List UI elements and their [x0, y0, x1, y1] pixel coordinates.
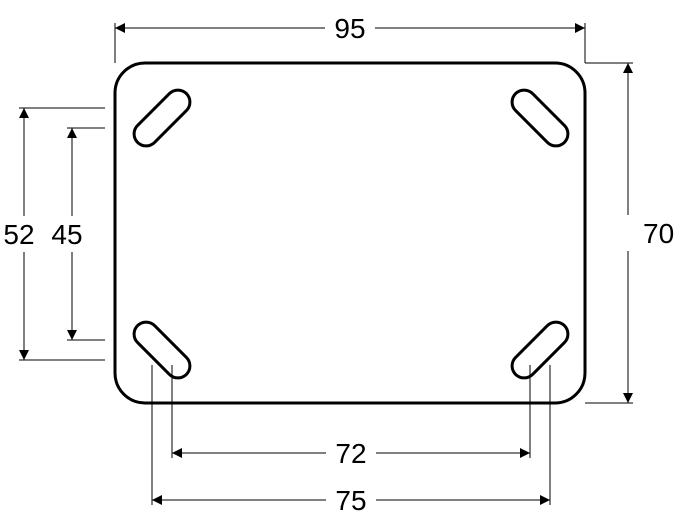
dim-bottom-outer-label: 75 — [335, 485, 366, 516]
dim-bottom-inner-label: 72 — [335, 438, 366, 469]
dim-left-inner-label: 45 — [51, 219, 82, 250]
plate-outline — [115, 63, 585, 403]
slot-3 — [507, 317, 573, 383]
slot-0 — [129, 85, 195, 151]
dim-left-outer-label: 52 — [3, 219, 34, 250]
dim-right-label: 70 — [643, 218, 674, 249]
slot-1 — [507, 85, 573, 151]
dim-top-label: 95 — [334, 13, 365, 44]
mounting-plate-diagram: 95 70 52 45 72 75 — [0, 0, 683, 532]
slot-2 — [129, 317, 195, 383]
